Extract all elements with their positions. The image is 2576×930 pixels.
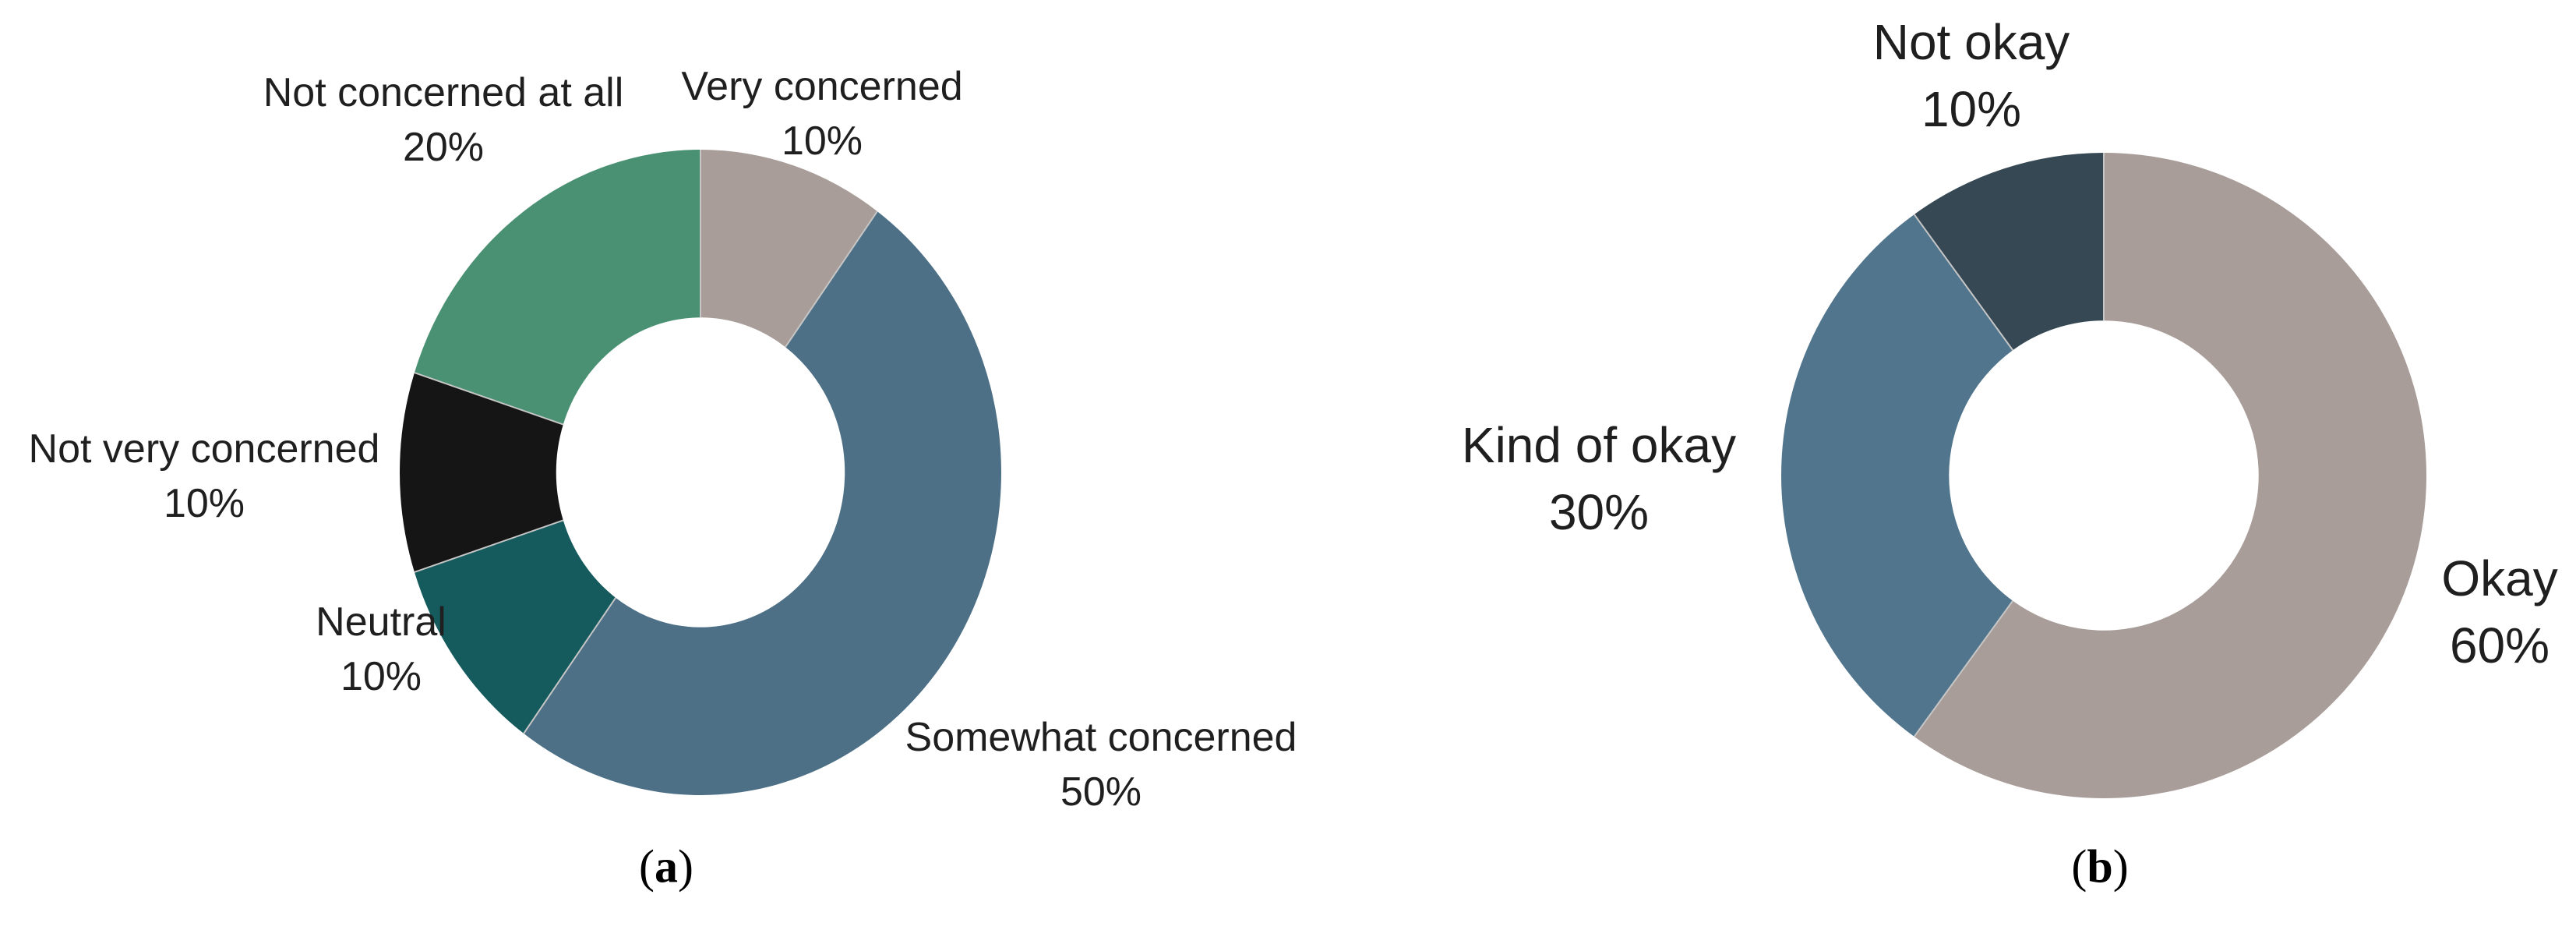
caption-panel-a: (a) <box>639 840 693 894</box>
donut-a-slice-4 <box>414 150 700 425</box>
slice-label-text: Somewhat concerned <box>905 715 1297 760</box>
label-not-very-concerned: Not very concerned 10% <box>29 422 380 531</box>
slice-percent-text: 20% <box>402 125 485 170</box>
donut-b-slice-0 <box>1914 153 2426 798</box>
label-somewhat-concerned: Somewhat concerned 50% <box>905 710 1297 819</box>
slice-label-text: Okay <box>2441 550 2558 606</box>
slice-percent-text: 60% <box>2449 617 2550 674</box>
donut-a-slice-0 <box>700 150 877 348</box>
label-not-concerned-at-all: Not concerned at all 20% <box>263 65 624 175</box>
donut-b-separator <box>1913 214 2014 351</box>
slice-percent-text: 10% <box>781 118 863 164</box>
label-okay: Okay 60% <box>2441 545 2557 679</box>
donut-b-slice-2 <box>1914 153 2104 351</box>
slice-label-text: Kind of okay <box>1461 417 1737 473</box>
donut-a-slice-2 <box>414 520 616 734</box>
slice-percent-text: 50% <box>1060 769 1142 815</box>
label-kind-of-okay: Kind of okay 30% <box>1462 412 1736 546</box>
slice-percent-text: 10% <box>163 481 245 526</box>
donut-a-slice-1 <box>524 211 1001 795</box>
donut-a-separator <box>414 372 564 426</box>
slice-label-text: Neutral <box>316 599 446 645</box>
caption-paren-open: ( <box>639 840 655 893</box>
donut-a-separator <box>414 519 564 573</box>
slice-label-text: Very concerned <box>681 64 963 109</box>
donut-a-separator <box>523 597 616 734</box>
slice-label-text: Not okay <box>1872 14 2070 70</box>
slice-label-text: Not very concerned <box>28 426 380 472</box>
donut-a-separator <box>785 210 878 348</box>
caption-panel-b: (b) <box>2071 840 2128 894</box>
slice-percent-text: 10% <box>1921 81 2022 137</box>
caption-paren-open: ( <box>2071 840 2087 893</box>
caption-paren-close: ) <box>2112 840 2129 893</box>
label-neutral: Neutral 10% <box>316 595 446 704</box>
donut-b-slice-1 <box>1781 214 2013 737</box>
donut-b-separator <box>1913 600 2014 737</box>
slice-label-text: Not concerned at all <box>263 70 624 115</box>
label-not-okay: Not okay 10% <box>1873 9 2070 143</box>
slice-percent-text: 10% <box>340 654 422 699</box>
caption-letter: b <box>2087 840 2113 893</box>
caption-letter: a <box>655 840 678 893</box>
label-very-concerned: Very concerned 10% <box>681 59 962 168</box>
caption-paren-close: ) <box>678 840 693 893</box>
donut-a-slice-3 <box>400 373 563 572</box>
slice-percent-text: 30% <box>1548 484 1650 540</box>
